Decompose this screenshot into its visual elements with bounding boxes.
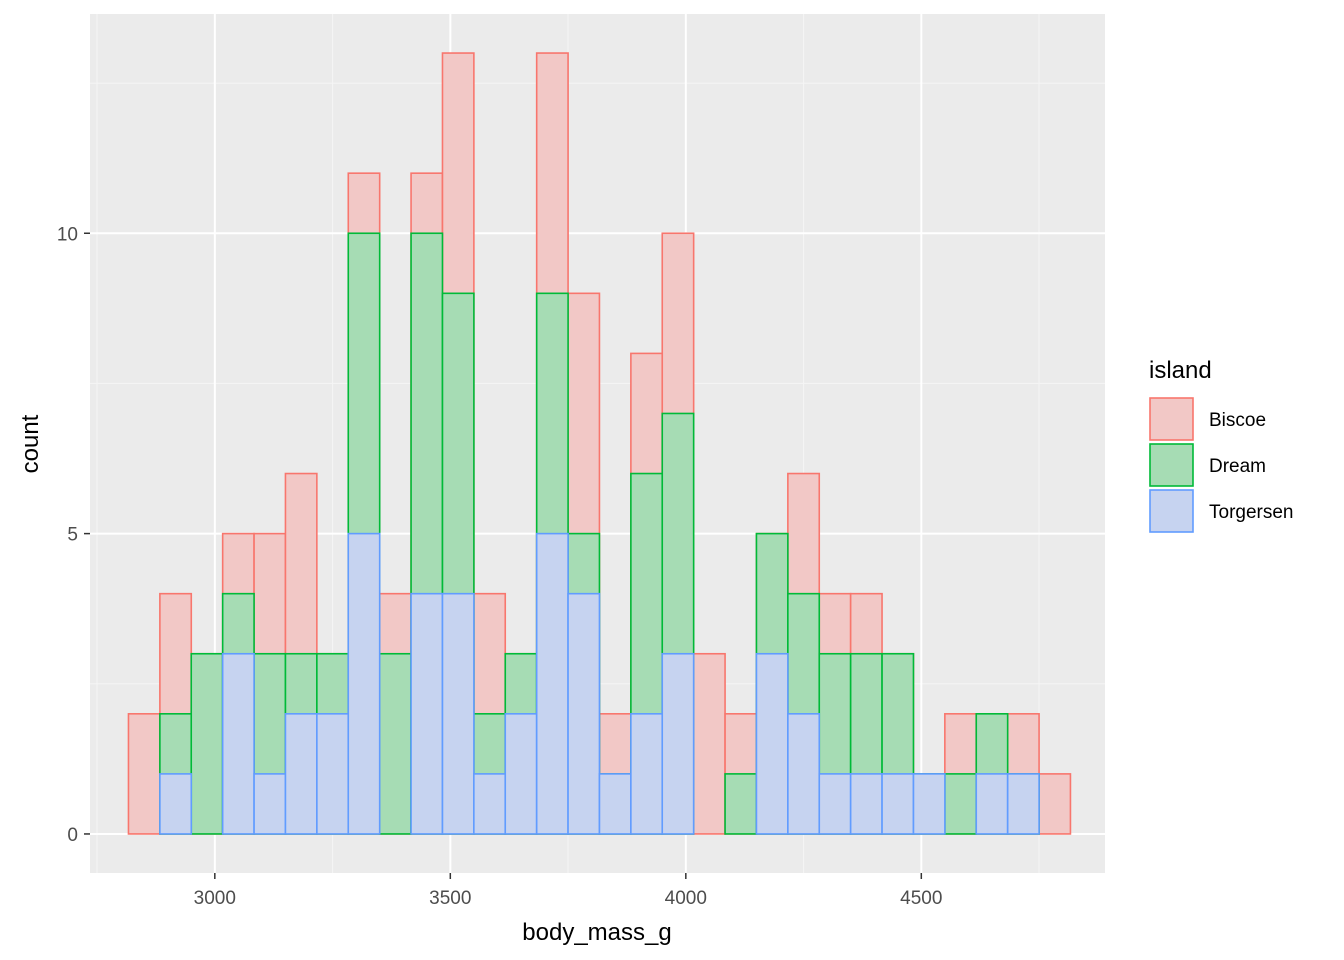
bar-torgersen [473, 773, 507, 835]
bar-torgersen [787, 713, 821, 835]
legend-key-torgersen [1149, 489, 1194, 533]
legend-key-dream [1149, 443, 1194, 487]
bar-torgersen [253, 773, 287, 835]
bar-torgersen [347, 532, 381, 835]
x-tick-label: 3000 [194, 888, 236, 909]
bar-torgersen [316, 713, 350, 835]
y-tick-label: 0 [67, 825, 78, 846]
y-axis-title: count [17, 414, 44, 473]
legend-label-torgersen: Torgersen [1209, 502, 1294, 523]
bar-dream [378, 652, 412, 835]
bar-torgersen [441, 592, 475, 835]
bar-torgersen [755, 652, 789, 835]
bar-torgersen [504, 713, 538, 835]
bar-biscoe [127, 713, 161, 835]
x-axis-ticks: 3000 3500 4000 4500 [194, 873, 942, 909]
bar-dream [944, 773, 978, 835]
bar-biscoe [692, 652, 726, 835]
bar-torgersen [567, 592, 601, 835]
bar-torgersen [818, 773, 852, 835]
bar-torgersen [975, 773, 1009, 835]
y-axis-ticks: 0 5 10 [57, 224, 90, 846]
bar-torgersen [535, 532, 569, 835]
bar-torgersen [159, 773, 193, 835]
bar-torgersen [881, 773, 915, 835]
y-tick-label: 10 [57, 224, 78, 245]
bar-torgersen [598, 773, 632, 835]
y-tick-label: 5 [67, 525, 78, 546]
x-tick-label: 4000 [665, 888, 707, 909]
bar-torgersen [661, 652, 695, 835]
bar-torgersen [912, 773, 946, 835]
bar-dream [190, 652, 224, 835]
x-tick-label: 4500 [900, 888, 942, 909]
legend: island Biscoe Dream Torgersen [1149, 357, 1294, 533]
legend-title: island [1149, 357, 1212, 384]
legend-label-biscoe: Biscoe [1209, 410, 1266, 431]
bar-torgersen [630, 713, 664, 835]
bar-torgersen [284, 713, 318, 835]
bar-dream [724, 773, 758, 835]
bar-torgersen [1006, 773, 1040, 835]
bar-torgersen [410, 592, 444, 835]
bar-torgersen [849, 773, 883, 835]
bar-biscoe [1038, 773, 1072, 835]
x-tick-label: 3500 [429, 888, 471, 909]
x-axis-title: body_mass_g [522, 919, 671, 946]
bar-torgersen [221, 652, 255, 835]
legend-key-biscoe [1149, 397, 1194, 441]
legend-label-dream: Dream [1209, 456, 1266, 477]
bars [127, 52, 1072, 835]
